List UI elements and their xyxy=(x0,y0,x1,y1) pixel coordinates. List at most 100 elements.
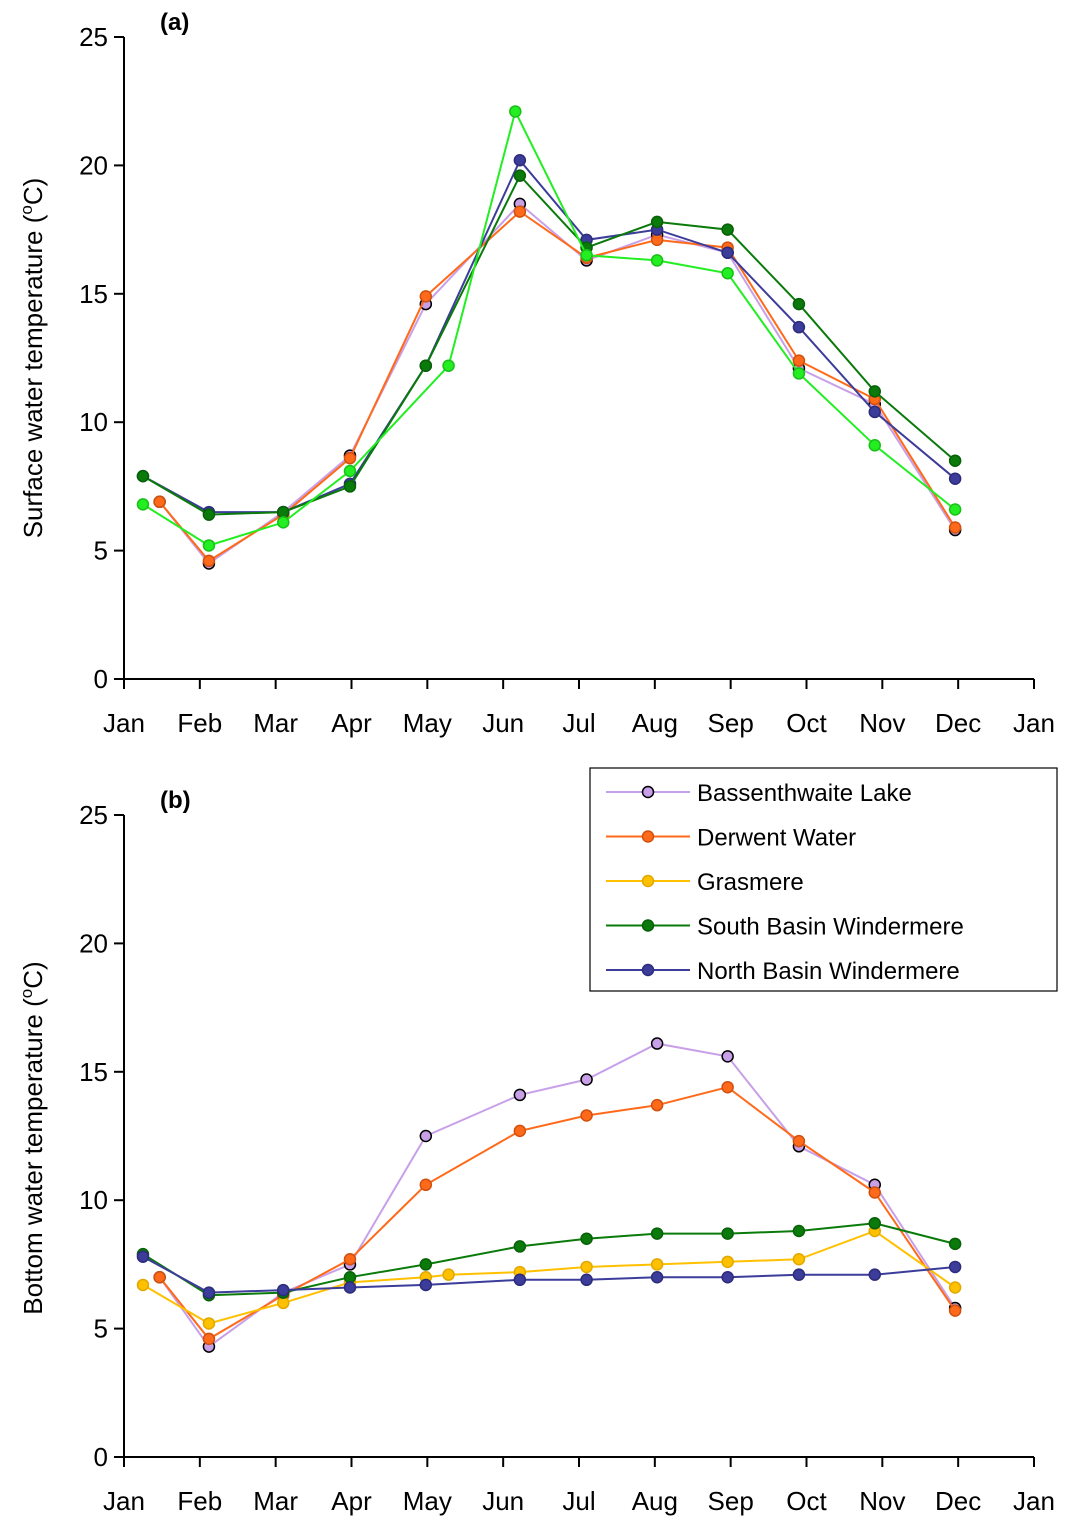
data-point xyxy=(792,1134,806,1148)
data-point xyxy=(868,1268,881,1281)
data-point xyxy=(792,367,806,380)
series-line xyxy=(142,1255,956,1294)
data-point xyxy=(419,1278,433,1292)
panel-b-x-tick-label: May xyxy=(403,1486,452,1516)
data-point xyxy=(948,1304,962,1317)
data-point xyxy=(650,1258,664,1271)
data-point xyxy=(868,405,881,419)
data-point xyxy=(277,1283,290,1297)
data-point xyxy=(721,1050,734,1063)
data-point xyxy=(580,1073,593,1086)
legend-swatch-marker xyxy=(641,874,655,888)
data-point xyxy=(650,215,664,229)
panel-b-x-tick-label: Jul xyxy=(562,1486,595,1516)
data-point xyxy=(868,1217,881,1230)
data-point xyxy=(948,1281,962,1294)
data-point xyxy=(419,1178,433,1192)
data-point xyxy=(948,521,962,534)
panel-b-y-tick-label: 25 xyxy=(79,800,108,830)
data-point xyxy=(650,233,664,247)
series-line xyxy=(142,158,956,514)
panel-a-y-tick-label: 10 xyxy=(79,407,108,437)
data-point xyxy=(513,1124,527,1138)
panel-a-y-tick-label: 25 xyxy=(79,22,108,52)
data-point xyxy=(419,290,433,303)
data-point xyxy=(136,469,150,483)
panel-b-y-tick-label: 15 xyxy=(79,1057,108,1087)
data-point xyxy=(513,1240,527,1253)
series-line xyxy=(158,202,956,565)
data-point xyxy=(721,246,734,259)
data-point xyxy=(202,1317,216,1330)
panel-b-series-1 xyxy=(153,1080,962,1346)
data-point xyxy=(442,1268,455,1281)
panel-b-x-tick-label: Feb xyxy=(177,1486,222,1516)
series-line xyxy=(142,1222,956,1297)
legend-label: Grasmere xyxy=(697,869,804,896)
panel-a-series-4 xyxy=(136,105,962,552)
data-point xyxy=(650,1037,664,1050)
panel-a-x-tick-label: Jul xyxy=(562,708,595,738)
panel-a-y-axis-title-main: Surface water temperature ( xyxy=(18,214,48,538)
data-point xyxy=(792,1224,806,1238)
legend-swatch-marker xyxy=(641,963,655,977)
data-point xyxy=(948,1237,962,1251)
data-point xyxy=(948,454,962,467)
data-point xyxy=(202,1286,216,1299)
panel-a-x-tick-label: Sep xyxy=(708,708,754,738)
data-point xyxy=(948,1260,962,1274)
data-point xyxy=(136,1250,150,1263)
panel-a-y-axis-title-tail: C) xyxy=(18,178,48,205)
data-point xyxy=(580,1232,593,1245)
data-point xyxy=(650,1227,664,1240)
data-point xyxy=(948,503,962,516)
data-point xyxy=(580,1109,593,1122)
data-point xyxy=(868,385,881,398)
panel-b-x-tick-label: Jun xyxy=(482,1486,524,1516)
panel-a-x-tick-label: Dec xyxy=(935,708,981,738)
data-point xyxy=(868,439,881,452)
panel-a-y-tick-label: 0 xyxy=(94,664,108,694)
legend-swatch-marker xyxy=(641,830,655,843)
panel-a-y-tick-label: 5 xyxy=(94,536,108,566)
data-point xyxy=(277,505,290,519)
series-line xyxy=(142,1229,956,1325)
panel-b-x-tick-label: Dec xyxy=(935,1486,981,1516)
data-point xyxy=(721,267,734,280)
data-point xyxy=(580,1260,593,1274)
data-point xyxy=(343,1270,357,1284)
panel-b-x-tick-label: Jan xyxy=(1013,1486,1055,1516)
series-line xyxy=(142,108,956,547)
data-point xyxy=(721,1227,734,1240)
data-point xyxy=(202,554,216,568)
panel-b-y-tick-label: 20 xyxy=(79,928,108,958)
data-point xyxy=(277,1296,290,1310)
data-point xyxy=(948,472,962,485)
data-point xyxy=(513,154,527,167)
data-point xyxy=(136,498,150,511)
legend-frame xyxy=(589,767,1058,992)
data-point xyxy=(580,1273,593,1287)
series-line xyxy=(142,173,956,516)
legend-label: North Basin Windermere xyxy=(697,958,960,985)
panel-b-y-axis-title-tail: C) xyxy=(18,961,48,988)
data-point xyxy=(153,1270,166,1284)
panel-a-x-tick-label: Mar xyxy=(253,708,298,738)
panel-a-x-tick-label: May xyxy=(403,708,452,738)
panel-a-surface-temperature: (a) Surface water temperature (oC) 0 5 10 1… xyxy=(17,9,1055,738)
panel-b-series-4 xyxy=(136,1250,962,1299)
panel-a-x-tick-label: Jan xyxy=(1013,708,1055,738)
panel-b-x-tick-label: Oct xyxy=(786,1486,827,1516)
panel-b-x-tick-label: Nov xyxy=(859,1486,905,1516)
panel-b-x-tick-label: Mar xyxy=(253,1486,298,1516)
data-point xyxy=(343,1253,357,1266)
panel-b-series-3 xyxy=(136,1217,962,1302)
data-point xyxy=(419,1129,433,1143)
panel-a-y-tick-label: 15 xyxy=(79,279,108,309)
panel-a-x-tick-label: Apr xyxy=(331,708,372,738)
panel-b-y-axis-title-main: Bottom water temperature ( xyxy=(18,998,48,1315)
panel-b-y-tick-label: 0 xyxy=(94,1442,108,1472)
panel-b-series-2 xyxy=(136,1224,962,1330)
legend-swatch-marker xyxy=(641,919,655,932)
